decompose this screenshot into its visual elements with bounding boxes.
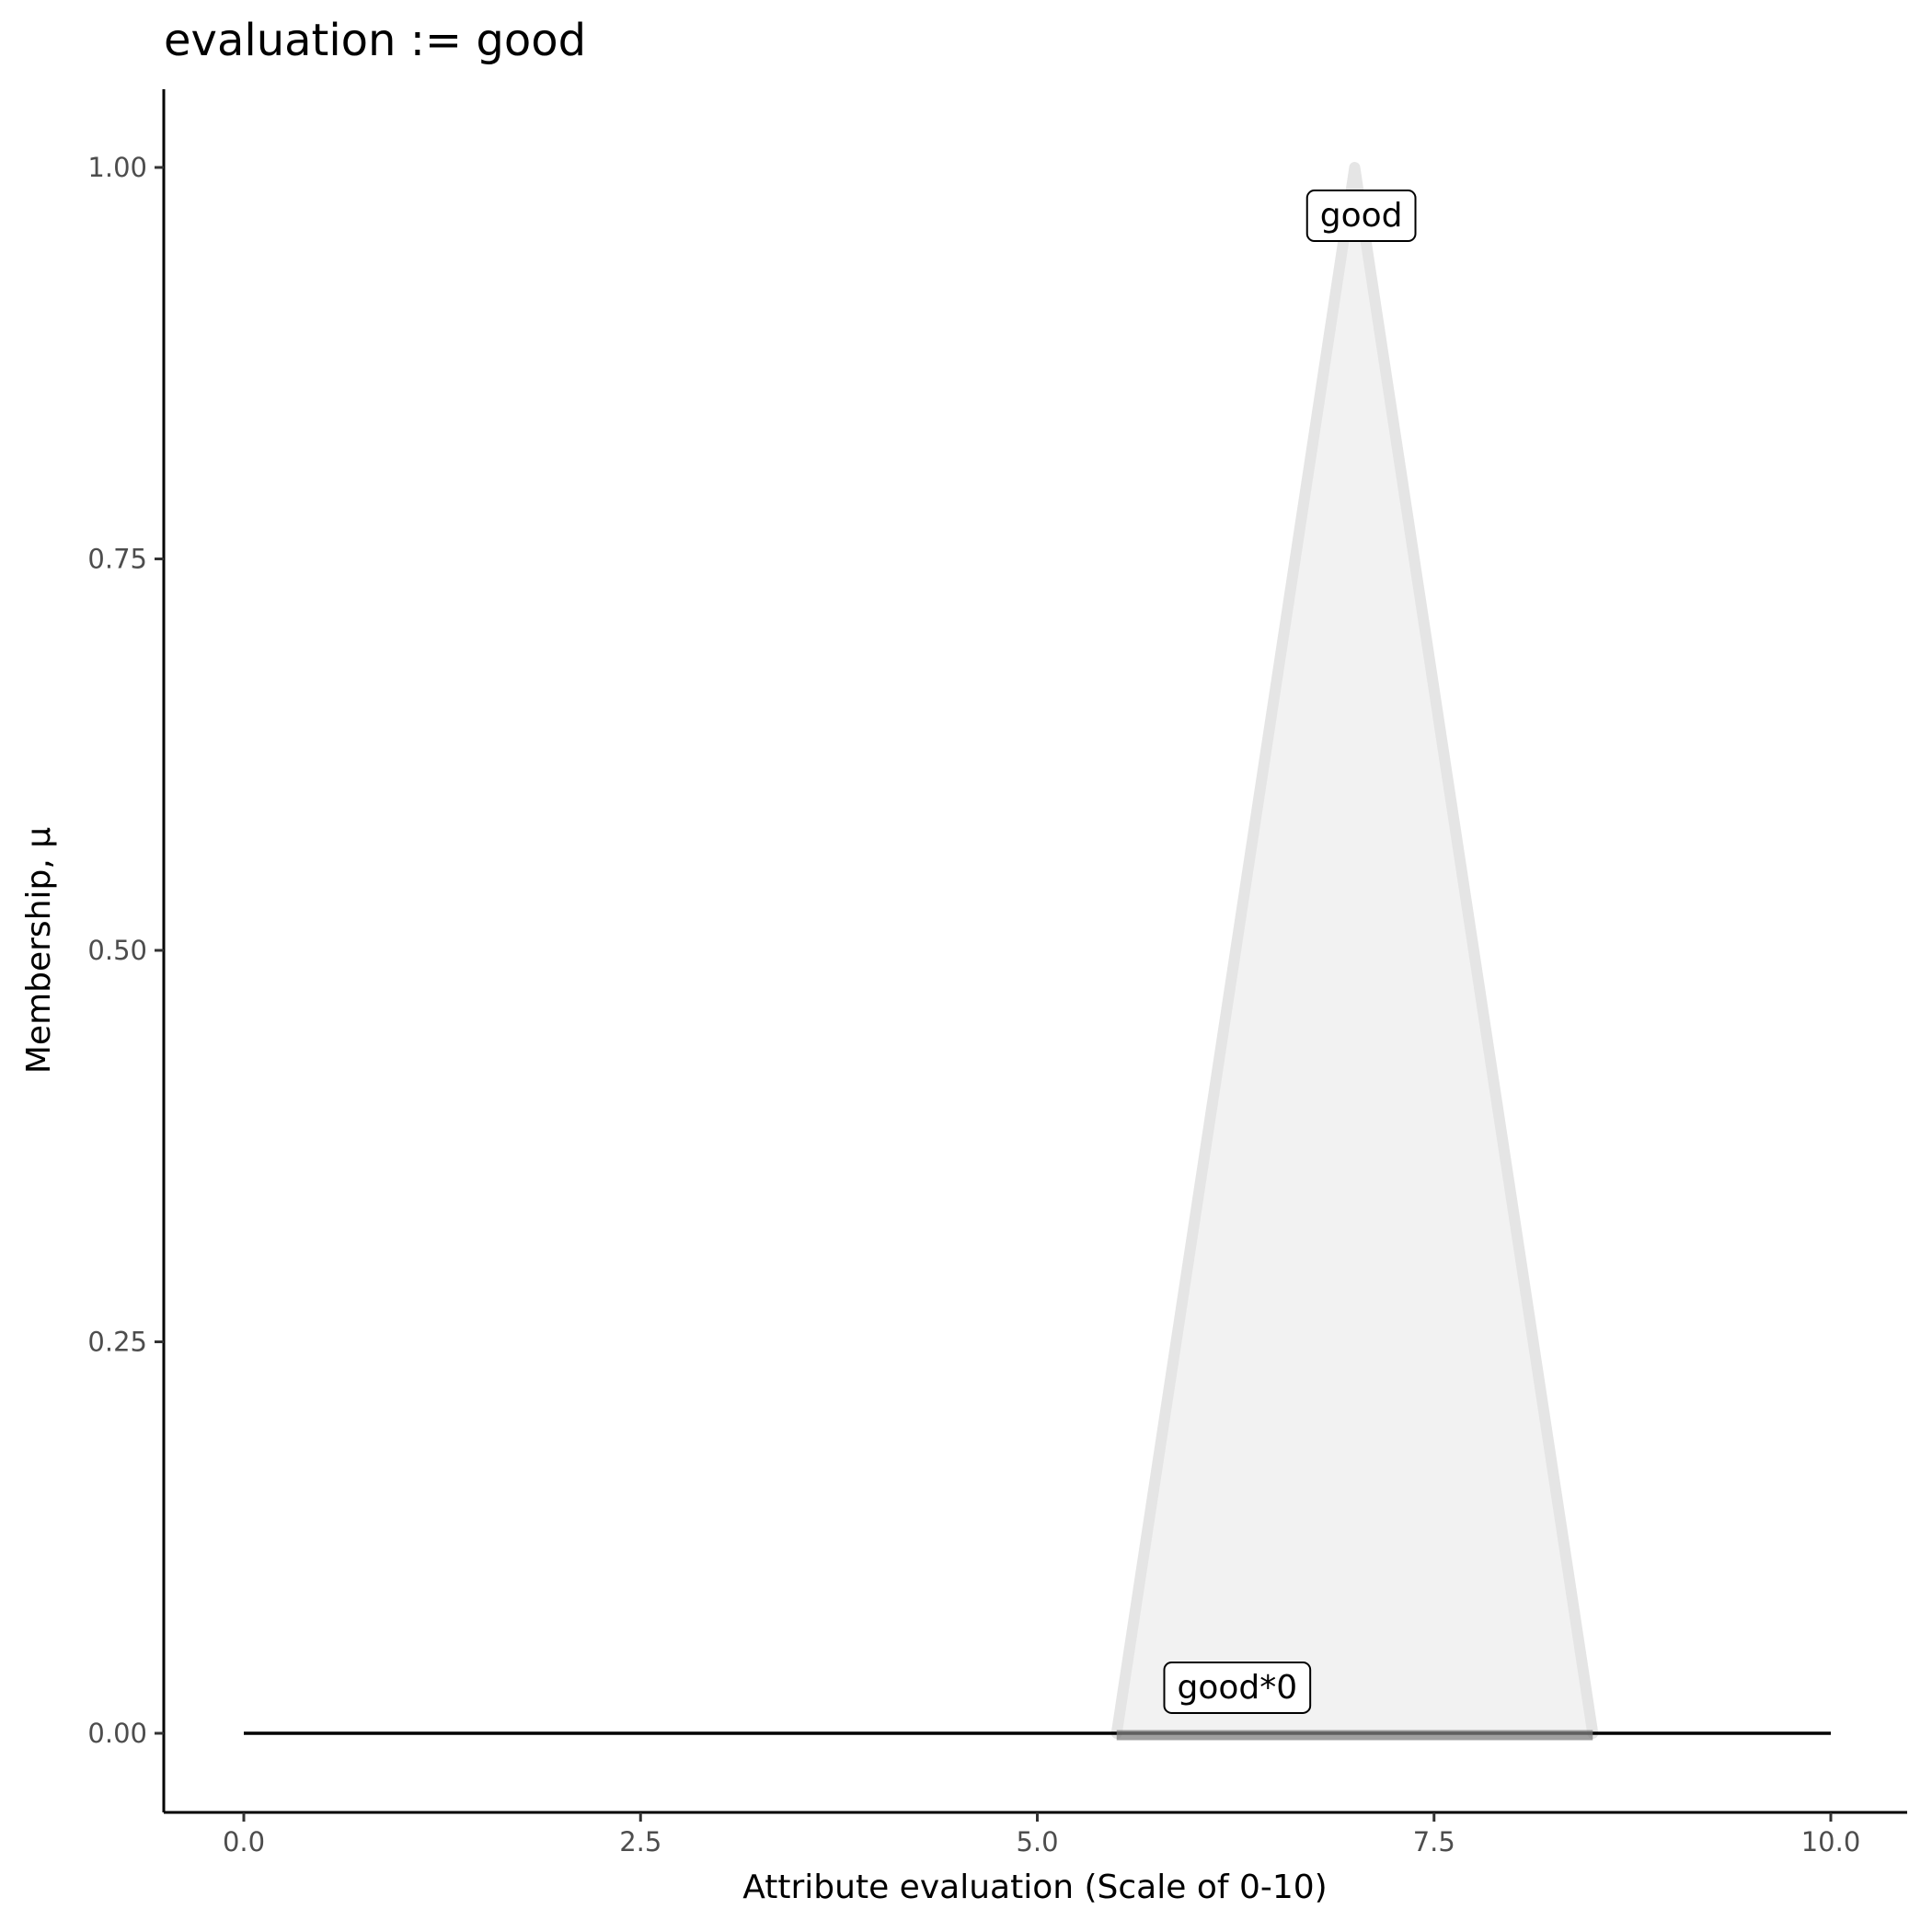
chart-title: evaluation := good [164, 15, 586, 66]
y-tick-label: 1.00 [87, 152, 147, 183]
x-axis-title: Attribute evaluation (Scale of 0-10) [742, 1869, 1327, 1906]
label-text: good*0 [1178, 1669, 1298, 1707]
x-tick-label: 7.5 [1413, 1826, 1455, 1857]
y-tick-label: 0.50 [87, 935, 147, 966]
label-good0: good*0 [1163, 1661, 1312, 1714]
label-box [1305, 190, 1417, 243]
x-tick-label: 0.0 [223, 1826, 265, 1857]
x-tick-label: 2.5 [619, 1826, 661, 1857]
x-tick-label: 5.0 [1016, 1826, 1058, 1857]
label-box [1163, 1661, 1312, 1714]
y-tick-label: 0.25 [87, 1327, 147, 1358]
label-text: good [1320, 197, 1403, 235]
y-axis-title: Membership, μ [20, 827, 58, 1074]
y-tick-label: 0.00 [87, 1718, 147, 1749]
x-tick-label: 10.0 [1801, 1826, 1861, 1857]
good-membership-outline [1110, 162, 1599, 1739]
label-good: good [1305, 190, 1417, 243]
y-tick-label: 0.75 [87, 544, 147, 575]
good-membership-area [1116, 167, 1593, 1733]
